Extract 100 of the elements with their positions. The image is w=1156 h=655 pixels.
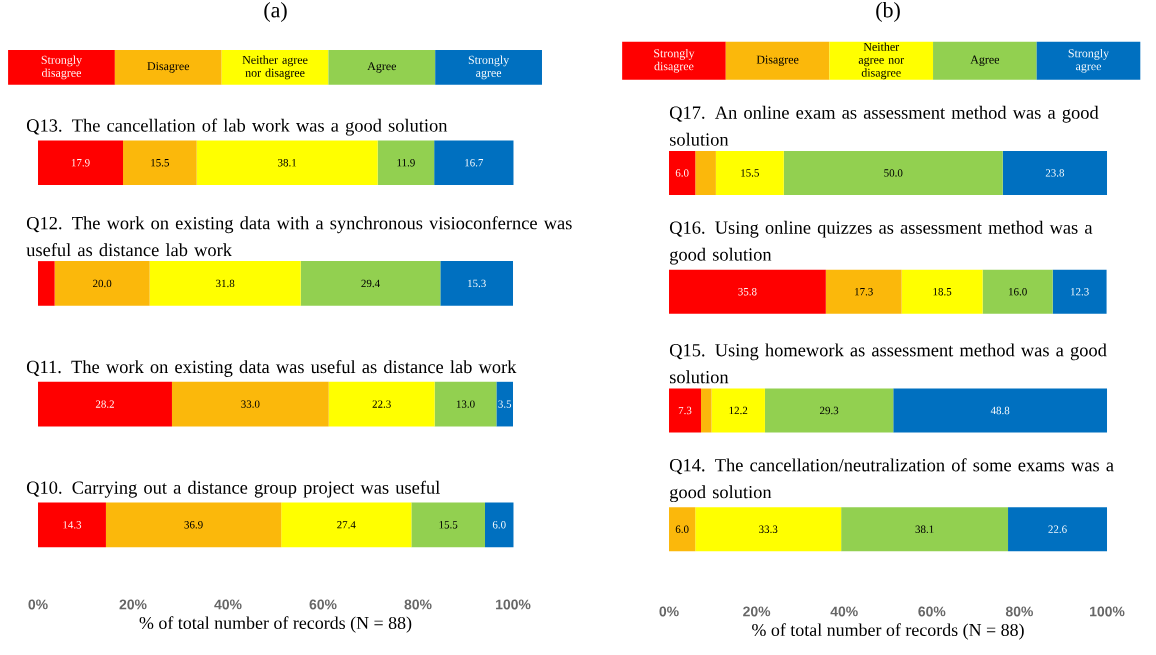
bar: [841, 507, 1009, 552]
data-label: 22.3: [372, 400, 391, 408]
data-label: 38.1: [915, 525, 934, 533]
data-label: 28.2: [95, 400, 114, 408]
bar: [123, 140, 197, 186]
x-tick-label: 100%: [1090, 606, 1125, 617]
y-tick-label: Q16. Using online quizzes as assessment method was a good solution: [669, 220, 1093, 265]
bar: [783, 150, 1003, 195]
text: Neither agree nor disagree: [858, 42, 905, 80]
x-tick-label: 0%: [28, 599, 48, 610]
x-tick-label: 80%: [404, 599, 432, 610]
data-label: 48.8: [990, 406, 1010, 415]
bar: [38, 502, 106, 548]
bar: [434, 140, 514, 186]
data-label: 14.3: [63, 521, 82, 529]
x-tick-label: 80%: [1005, 606, 1033, 617]
bar: [281, 502, 412, 548]
data-label: 16.0: [1009, 288, 1027, 296]
text: Disagree: [147, 62, 190, 73]
bar: [377, 140, 435, 186]
chart-title: (a): [264, 2, 287, 22]
y-tick-label: Q10. Carrying out a distance group project was useful: [26, 480, 440, 498]
bar: [196, 140, 378, 186]
bar: [328, 381, 435, 427]
data-label: 15.5: [439, 521, 458, 529]
bar: [300, 261, 441, 306]
bar: [893, 388, 1108, 433]
chart-title: (b): [876, 2, 900, 22]
y-tick-label: Q14. The cancellation/neutralization of some exams was a good solution: [669, 458, 1114, 503]
bar: [484, 502, 514, 548]
text: Agree: [367, 62, 396, 73]
data-label: 50.0: [884, 169, 903, 177]
data-label: 18.5: [933, 288, 952, 296]
x-tick-label: 100%: [496, 599, 531, 610]
bar: [105, 502, 282, 548]
data-label: 16.7: [465, 159, 484, 167]
y-tick-label: Q11. The work on existing data was useful as distance lab work: [26, 359, 517, 377]
bar: [411, 502, 485, 548]
x-tick-label: 20%: [743, 606, 771, 617]
x-tick-label: 40%: [830, 606, 858, 617]
x-tick-label: 40%: [214, 599, 242, 610]
data-label: 31.8: [216, 279, 235, 288]
data-label: 15.5: [741, 169, 759, 177]
data-label: 33.0: [241, 400, 260, 408]
x-tick-label: 0%: [659, 606, 679, 617]
data-label: 6.0: [492, 521, 506, 529]
bar: [669, 269, 826, 314]
y-tick-label: Q13. The cancellation of lab work was a good solution: [26, 118, 448, 136]
data-label: 13.0: [456, 400, 475, 408]
x-tick-label: 60%: [309, 599, 337, 610]
bar: [700, 388, 712, 433]
text: Disagree: [756, 55, 799, 67]
text: Strongly agree: [1068, 48, 1110, 73]
y-tick-label: Q12. The work on existing data with a synchronous visioconfernce was useful as distance lab work: [26, 216, 572, 257]
bar: [171, 381, 329, 427]
bar: [38, 140, 124, 186]
x-axis-title: % of total number of records (N = 88): [139, 616, 412, 633]
bar: [1052, 269, 1107, 314]
bar: [764, 388, 894, 433]
data-label: 12.2: [729, 406, 748, 415]
bar: [695, 507, 842, 552]
data-label: 17.3: [855, 288, 873, 296]
data-label: 35.8: [738, 288, 757, 296]
bar: [38, 261, 55, 306]
bar: [149, 261, 301, 306]
bar: [715, 150, 784, 195]
bar: [1008, 507, 1108, 552]
data-label: 15.3: [468, 279, 486, 288]
data-label: 3.5: [498, 400, 512, 408]
data-label: 22.6: [1048, 525, 1067, 533]
data-label: 38.1: [278, 159, 297, 167]
data-label: 7.3: [678, 406, 692, 415]
bar: [440, 261, 514, 306]
bar: [1002, 150, 1108, 195]
x-tick-label: 60%: [918, 606, 946, 617]
bar: [38, 381, 172, 427]
bar: [695, 150, 716, 195]
data-label: 6.0: [675, 525, 689, 533]
bar: [434, 381, 497, 427]
bar: [669, 507, 696, 552]
bar: [825, 269, 902, 314]
data-label: 15.5: [151, 159, 169, 167]
y-tick-label: Q15. Using homework as assessment method was a good solution: [669, 343, 1107, 384]
bar: [669, 150, 696, 195]
data-label: 17.9: [71, 159, 90, 167]
data-label: 23.8: [1045, 169, 1065, 177]
text: Strongly disagree: [654, 48, 695, 73]
data-label: 6.0: [675, 169, 689, 177]
bar: [496, 381, 514, 427]
data-label: 27.4: [337, 521, 356, 529]
text: Neither agree nor disagree: [242, 55, 308, 80]
data-label: 29.4: [361, 279, 380, 288]
text: Agree: [970, 55, 1000, 67]
bar: [54, 261, 150, 306]
bar: [669, 388, 701, 433]
data-label: 20.0: [93, 279, 112, 288]
data-label: 29.3: [820, 406, 839, 415]
data-label: 12.3: [1071, 288, 1089, 296]
bar: [711, 388, 765, 433]
x-axis-title: % of total number of records (N = 88): [752, 623, 1024, 640]
